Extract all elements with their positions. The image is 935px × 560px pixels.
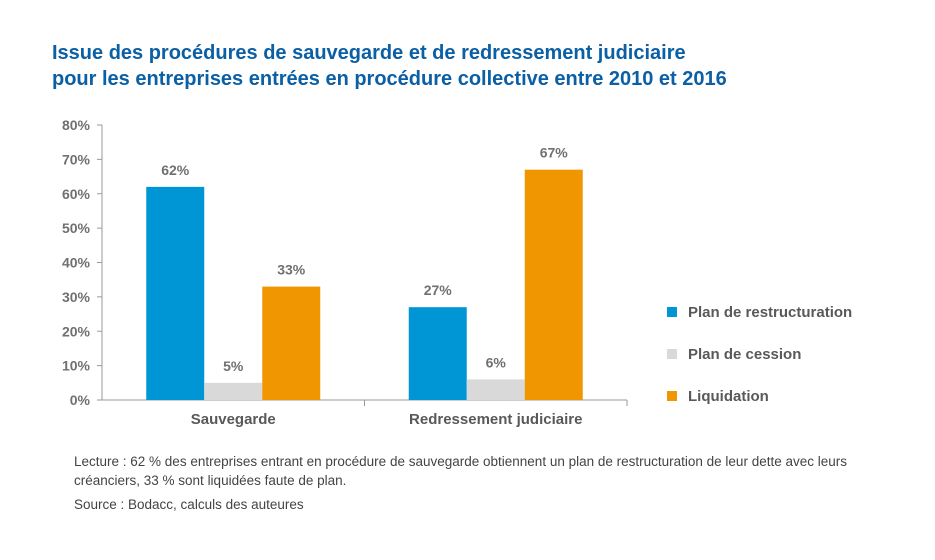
chart-title: Issue des procédures de sauvegarde et de… <box>52 40 912 92</box>
bar-data-label: 27% <box>424 282 453 298</box>
legend-swatch <box>667 307 677 317</box>
bar <box>466 379 525 400</box>
bar <box>204 382 263 400</box>
y-tick-label: 0% <box>70 392 91 408</box>
y-tick-label: 40% <box>62 255 91 271</box>
source-note: Source : Bodacc, calculs des auteures <box>74 497 304 512</box>
y-tick-label: 60% <box>62 186 91 202</box>
bar-data-label: 67% <box>540 145 569 161</box>
bar-data-label: 33% <box>277 262 306 278</box>
bar-data-label: 5% <box>223 358 244 374</box>
y-tick-label: 80% <box>62 117 91 133</box>
legend-label: Liquidation <box>688 388 769 405</box>
bar-chart: 0% 10% 20% 30% 40% 50% 60% 70% 80% Sauvegarde 62% 5… <box>62 117 852 428</box>
x-category-label: Redressement judiciaire <box>409 411 582 428</box>
chart-title-line-2: pour les entreprises entrées en procédur… <box>52 68 727 90</box>
y-tick-label: 70% <box>62 151 91 167</box>
bar <box>524 169 583 400</box>
bar <box>262 286 321 400</box>
y-tick-label: 50% <box>62 220 91 236</box>
legend-swatch <box>667 391 677 401</box>
reading-note: Lecture : 62 % des entreprises entrant e… <box>74 454 847 488</box>
chart-title-line-1: Issue des procédures de sauvegarde et de… <box>52 42 686 64</box>
y-tick-label: 20% <box>62 323 91 339</box>
bar <box>146 186 205 400</box>
legend-label: Plan de restructuration <box>688 304 852 321</box>
y-tick-label: 30% <box>62 289 91 305</box>
y-tick-label: 10% <box>62 358 91 374</box>
bar-data-label: 62% <box>161 162 190 178</box>
legend-label: Plan de cession <box>688 346 801 363</box>
legend-swatch <box>667 349 677 359</box>
bar-data-label: 6% <box>486 354 507 370</box>
bar <box>408 307 467 400</box>
x-category-label: Sauvegarde <box>191 411 276 428</box>
